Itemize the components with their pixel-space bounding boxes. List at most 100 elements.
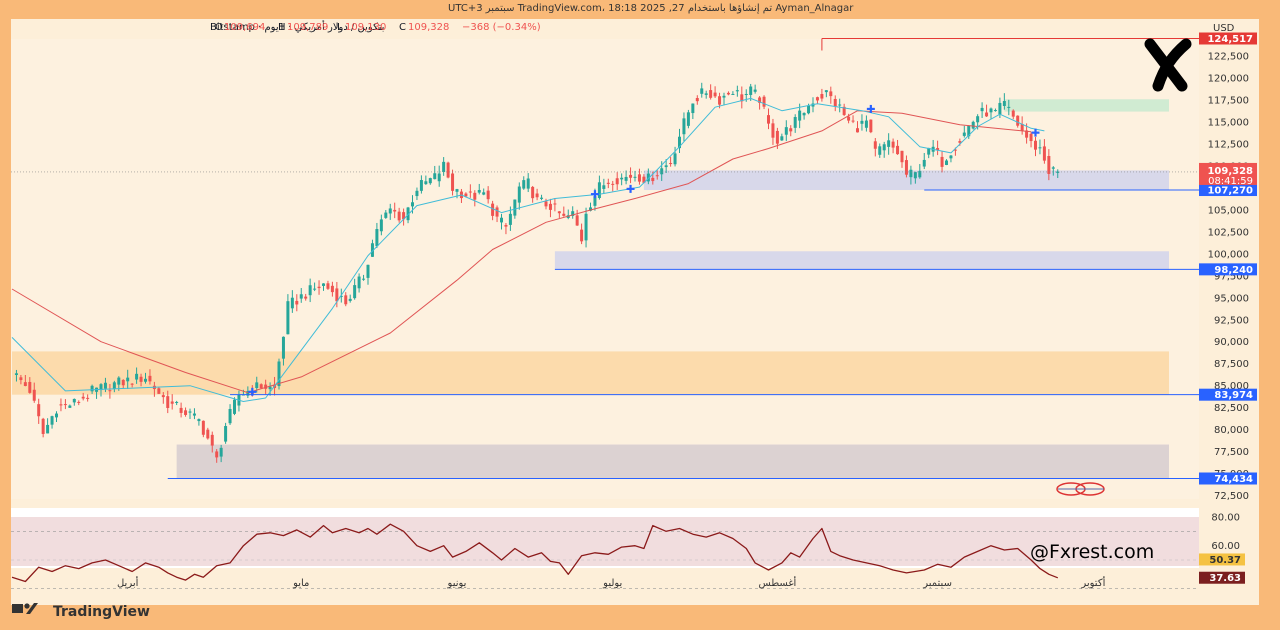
change-value: −368 (−0.34%) xyxy=(462,22,541,33)
candle-body xyxy=(909,169,913,178)
candle-body xyxy=(646,173,650,182)
level-label-98,240: 98,240 xyxy=(1214,265,1253,276)
candle-body xyxy=(366,264,370,278)
candle-body xyxy=(308,285,312,296)
candle-body xyxy=(642,176,646,183)
candle-body xyxy=(976,116,980,123)
rsi-tick-label: 60.00 xyxy=(1211,541,1240,552)
candle-body xyxy=(651,177,655,182)
candle-body xyxy=(1011,110,1015,117)
candle-body xyxy=(722,95,726,98)
candle-body xyxy=(553,203,557,205)
candle-body xyxy=(793,117,797,128)
candle-body xyxy=(406,207,410,221)
candle-body xyxy=(1020,123,1024,131)
candle-body xyxy=(531,186,535,199)
candle-body xyxy=(807,105,811,114)
ema-fast-line xyxy=(11,97,1045,402)
zones xyxy=(12,99,1169,479)
y-tick-label: 87,500 xyxy=(1214,359,1249,370)
candle-body xyxy=(918,170,922,178)
candle-body xyxy=(219,447,223,457)
zone-2 xyxy=(554,251,1169,270)
candle-body xyxy=(637,174,641,182)
candle-body xyxy=(1034,140,1037,150)
zone-3 xyxy=(12,351,1169,395)
candle-body xyxy=(201,420,205,435)
candle-body xyxy=(59,404,63,406)
candle-body xyxy=(517,186,521,203)
candle-body xyxy=(851,120,855,122)
candle-body xyxy=(72,398,76,403)
candle-body xyxy=(228,408,232,424)
candle-body xyxy=(815,97,819,101)
candle-body xyxy=(192,413,196,416)
low-value: 109,130 xyxy=(345,22,386,33)
level-label-74,434: 74,434 xyxy=(1214,474,1253,485)
y-tick-label: 90,000 xyxy=(1214,337,1249,348)
candle-body xyxy=(927,147,931,155)
candle-body xyxy=(46,424,50,434)
candle-body xyxy=(700,88,704,94)
candle-body xyxy=(197,419,201,422)
candle-body xyxy=(402,212,406,220)
candle-body xyxy=(571,211,575,216)
candle-body xyxy=(548,203,552,210)
candle-body xyxy=(584,213,588,241)
brand-x-logo xyxy=(1144,38,1192,92)
y-tick-label: 115,000 xyxy=(1208,118,1249,129)
candle-body xyxy=(713,92,717,97)
candle-body xyxy=(758,97,762,103)
candle-body xyxy=(1042,146,1046,161)
rsi-label: 37.63 xyxy=(1209,573,1241,584)
x-month-label: يونيو xyxy=(447,578,467,589)
candle-body xyxy=(873,141,877,149)
candle-body xyxy=(68,405,72,408)
candle-body xyxy=(1038,147,1042,149)
ohlc-legend: بتكوين / دولار أمريكي · 1يوم · Bitstamp … xyxy=(210,20,541,33)
candle-body xyxy=(869,119,873,133)
candle-body xyxy=(775,130,779,144)
candle-body xyxy=(891,141,895,148)
candle-body xyxy=(86,397,90,399)
candle-body xyxy=(847,116,851,121)
candle-body xyxy=(522,180,526,189)
candle-body xyxy=(1047,156,1051,174)
candle-body xyxy=(980,107,984,112)
candle-body xyxy=(90,385,94,392)
x-month-label: أبريل xyxy=(117,576,139,589)
candle-body xyxy=(620,177,624,180)
candle-body xyxy=(32,389,36,401)
y-tick-label: 77,500 xyxy=(1214,447,1249,458)
candle-body xyxy=(393,209,397,212)
candle-body xyxy=(112,382,116,389)
high-value: 109,789 xyxy=(287,22,328,33)
candle-body xyxy=(767,115,770,124)
candle-body xyxy=(842,106,846,115)
candle-body xyxy=(526,178,530,189)
candle-body xyxy=(379,219,383,232)
level-label-107,270-bg xyxy=(1199,184,1257,197)
y-tick-label: 105,000 xyxy=(1208,205,1249,216)
candle-body xyxy=(339,295,343,297)
candle-body xyxy=(678,136,681,149)
candle-body xyxy=(780,136,784,141)
candle-body xyxy=(468,191,472,193)
candle-body xyxy=(829,91,833,97)
price-labels: 124,517 107,270 98,240 83,974 74,434 109,3280… xyxy=(1199,32,1257,584)
y-tick-label: 72,500 xyxy=(1214,491,1249,502)
candle-body xyxy=(326,283,330,289)
x-month-label: مايو xyxy=(292,578,309,589)
levels xyxy=(11,38,1199,479)
candle-body xyxy=(281,336,285,359)
candle-body xyxy=(353,285,357,299)
candle-body xyxy=(63,404,67,406)
candle-body xyxy=(998,102,1002,115)
candle-body xyxy=(602,185,606,189)
candle-body xyxy=(669,163,673,165)
y-tick-label: 85,000 xyxy=(1214,381,1249,392)
candle-body xyxy=(624,176,628,181)
candle-body xyxy=(860,120,864,124)
candle-body xyxy=(504,224,508,227)
